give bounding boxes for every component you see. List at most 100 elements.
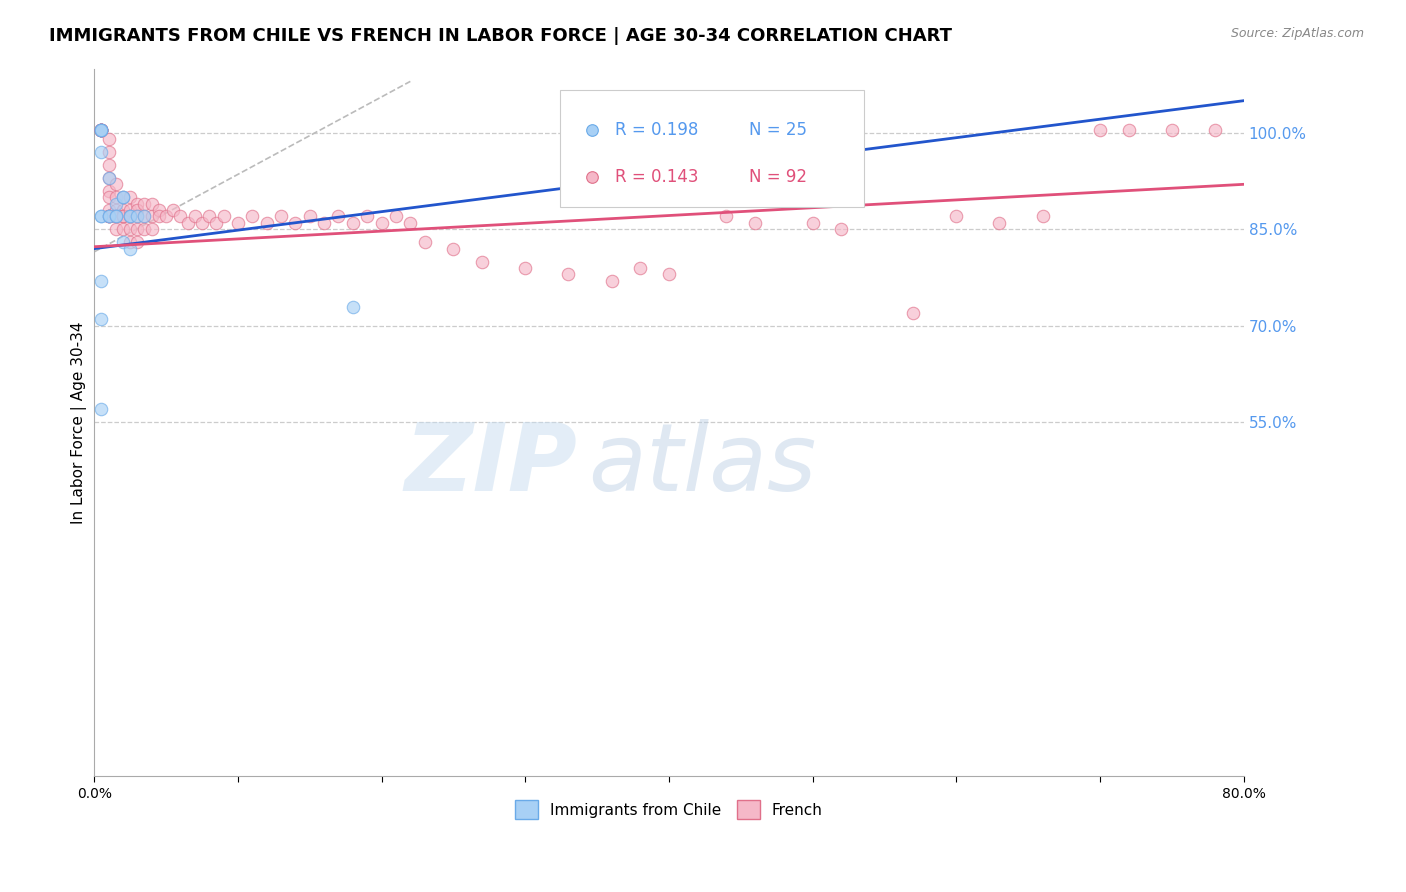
Point <box>134 210 156 224</box>
Point <box>169 210 191 224</box>
Point <box>90 274 112 288</box>
Point <box>356 210 378 224</box>
Text: IMMIGRANTS FROM CHILE VS FRENCH IN LABOR FORCE | AGE 30-34 CORRELATION CHART: IMMIGRANTS FROM CHILE VS FRENCH IN LABOR… <box>49 27 952 45</box>
Point <box>111 190 134 204</box>
Point <box>385 210 408 224</box>
Point <box>471 254 494 268</box>
Point <box>120 242 142 256</box>
Point <box>557 268 579 282</box>
Point <box>97 202 120 217</box>
Point <box>127 210 149 224</box>
Point <box>111 222 134 236</box>
Point <box>90 122 112 136</box>
Point <box>205 216 228 230</box>
Point <box>744 216 766 230</box>
Point <box>104 210 127 224</box>
Point <box>141 222 163 236</box>
Point <box>1032 210 1054 224</box>
Point <box>176 216 198 230</box>
Point <box>1118 122 1140 136</box>
Point <box>342 216 364 230</box>
Point <box>706 224 728 238</box>
Point <box>600 274 623 288</box>
Point <box>97 210 120 224</box>
Point <box>328 210 350 224</box>
Point <box>90 122 112 136</box>
Point <box>120 210 142 224</box>
Point <box>90 122 112 136</box>
Legend: Immigrants from Chile, French: Immigrants from Chile, French <box>509 794 830 825</box>
Text: ZIP: ZIP <box>404 419 576 511</box>
Point <box>127 202 149 217</box>
Point <box>515 260 537 275</box>
Point <box>104 196 127 211</box>
Point <box>134 196 156 211</box>
Point <box>111 202 134 217</box>
Point <box>90 402 112 417</box>
Point <box>90 122 112 136</box>
Point <box>90 210 112 224</box>
Point <box>97 210 120 224</box>
Point <box>256 216 278 230</box>
Point <box>90 122 112 136</box>
Point <box>104 210 127 224</box>
Point <box>90 210 112 224</box>
Point <box>191 216 214 230</box>
Point <box>903 306 925 320</box>
Point <box>111 210 134 224</box>
Point <box>90 122 112 136</box>
Y-axis label: In Labor Force | Age 30-34: In Labor Force | Age 30-34 <box>72 321 87 524</box>
Point <box>148 210 170 224</box>
Point <box>104 222 127 236</box>
Point <box>127 210 149 224</box>
Point <box>111 190 134 204</box>
Point <box>90 122 112 136</box>
Point <box>226 216 249 230</box>
Text: atlas: atlas <box>589 419 817 510</box>
Point <box>134 210 156 224</box>
Point <box>111 210 134 224</box>
Point <box>370 216 392 230</box>
Point <box>90 122 112 136</box>
Point <box>120 235 142 250</box>
Point <box>104 210 127 224</box>
Point <box>134 222 156 236</box>
Point <box>945 210 967 224</box>
Point <box>90 122 112 136</box>
Point <box>90 122 112 136</box>
Point <box>270 210 292 224</box>
Point <box>801 216 824 230</box>
Point <box>127 235 149 250</box>
Point <box>120 210 142 224</box>
Text: Source: ZipAtlas.com: Source: ZipAtlas.com <box>1230 27 1364 40</box>
Point <box>111 190 134 204</box>
Text: R = 0.143: R = 0.143 <box>614 168 699 186</box>
Point <box>104 210 127 224</box>
Point <box>628 260 651 275</box>
Point <box>141 210 163 224</box>
Point <box>198 210 221 224</box>
Point <box>127 222 149 236</box>
Point <box>120 190 142 204</box>
Text: N = 92: N = 92 <box>749 168 807 186</box>
Point <box>148 202 170 217</box>
Point <box>90 122 112 136</box>
Point <box>97 210 120 224</box>
Point <box>706 182 728 196</box>
Point <box>988 216 1011 230</box>
Point <box>90 122 112 136</box>
Point <box>284 216 307 230</box>
Point <box>97 184 120 198</box>
Point <box>97 170 120 185</box>
Text: N = 25: N = 25 <box>749 121 807 139</box>
Point <box>97 190 120 204</box>
Point <box>413 235 436 250</box>
Point <box>1161 122 1184 136</box>
Point <box>104 202 127 217</box>
Point <box>97 158 120 172</box>
Point <box>97 210 120 224</box>
Point <box>1204 122 1226 136</box>
Point <box>90 122 112 136</box>
Point <box>658 268 681 282</box>
Point <box>104 178 127 192</box>
